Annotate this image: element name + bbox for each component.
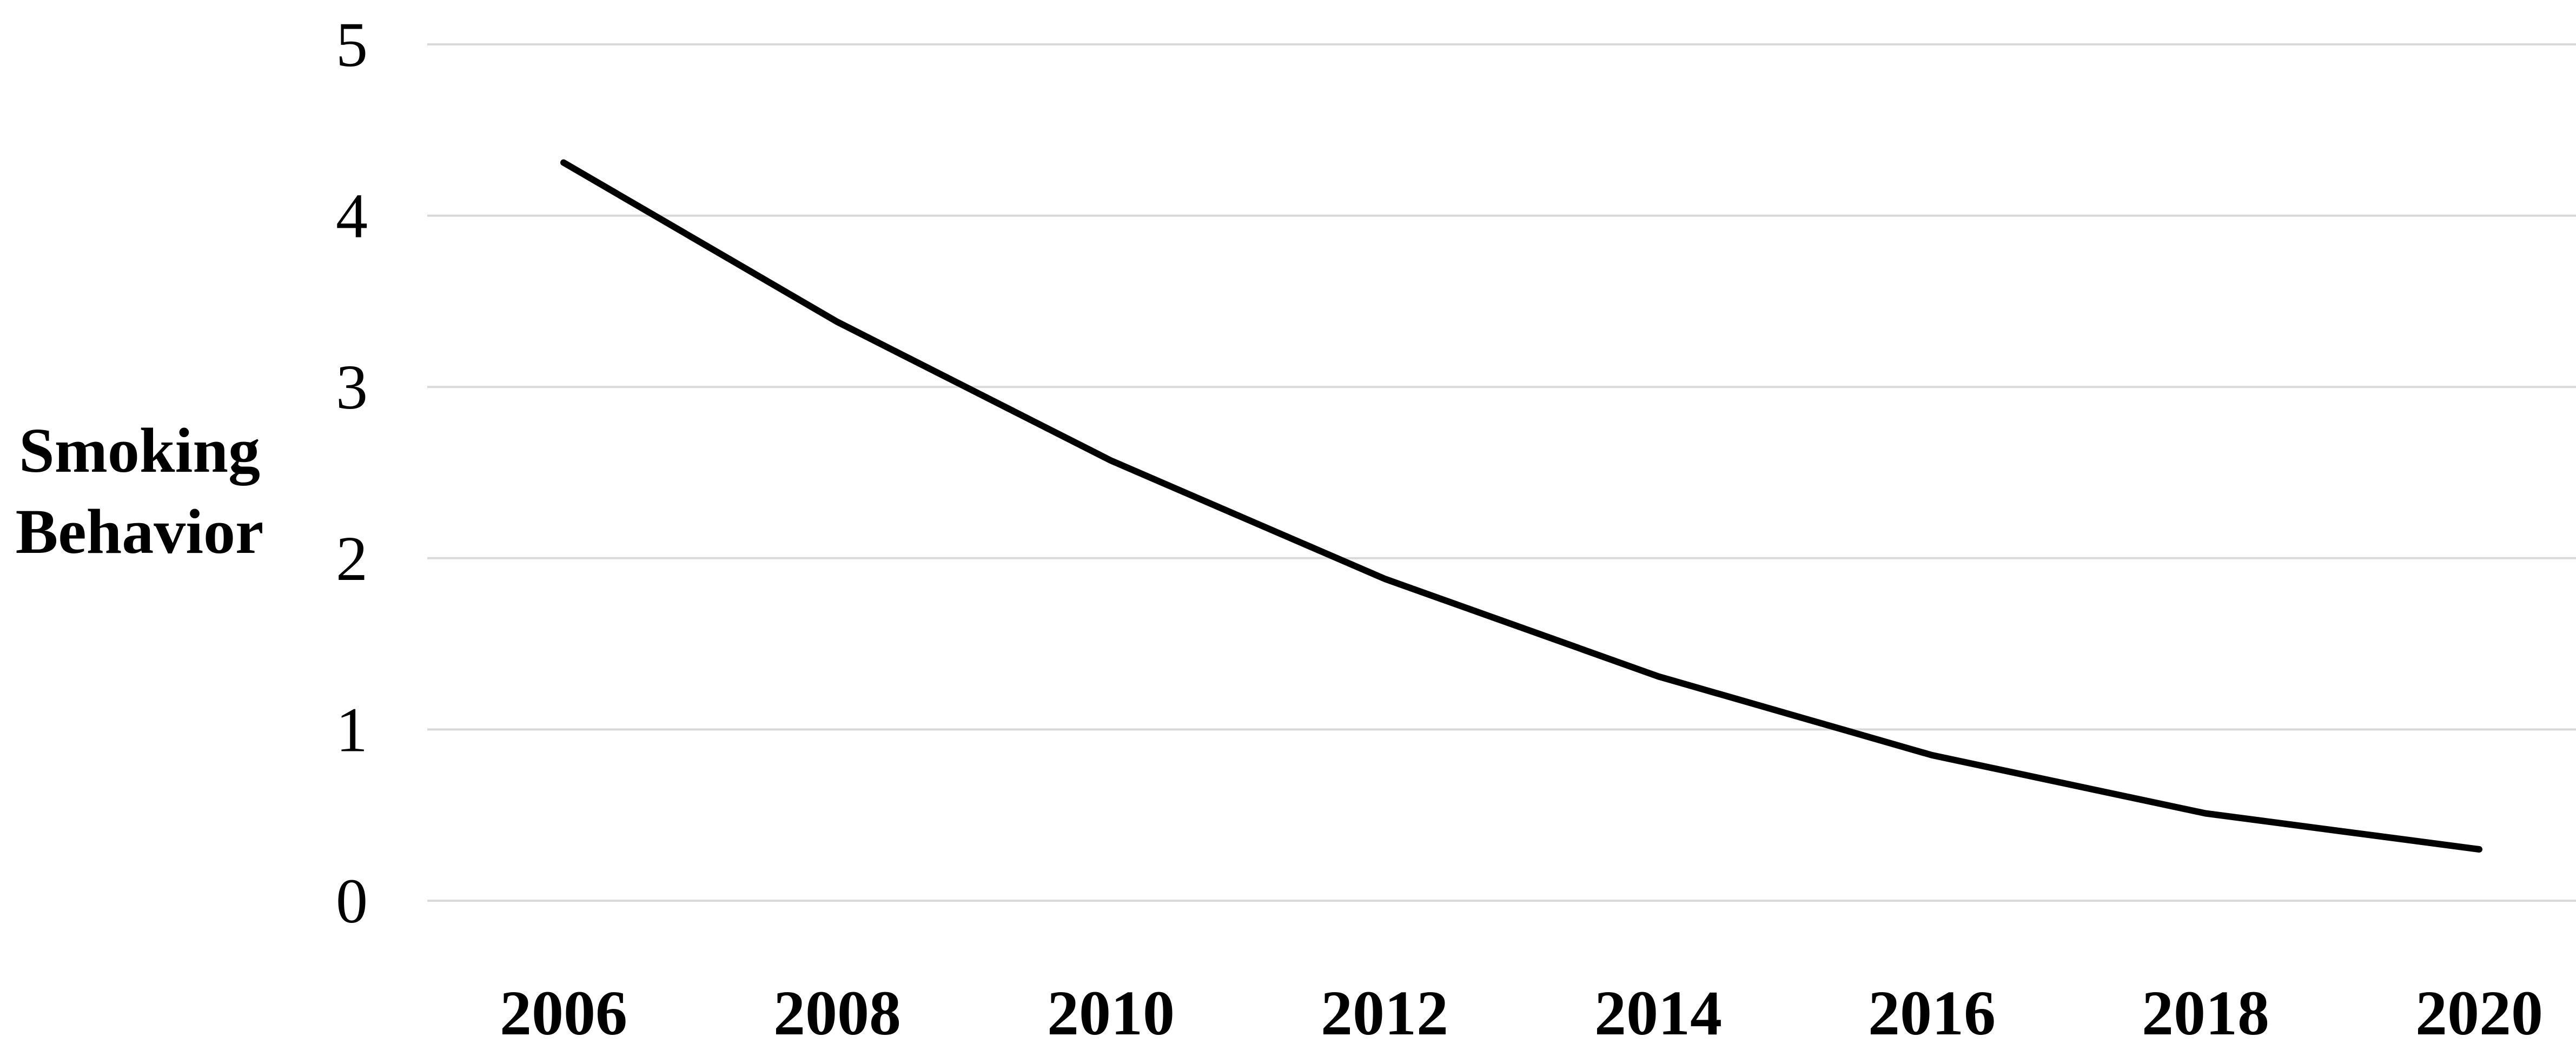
x-tick-label-2014: 2014 bbox=[1594, 978, 1722, 1048]
series-lines bbox=[560, 159, 2482, 853]
x-tick-label-2018: 2018 bbox=[2142, 978, 2269, 1048]
y-tick-label-4: 4 bbox=[336, 181, 368, 252]
y-tick-label-3: 3 bbox=[336, 352, 368, 423]
x-tick-label-2006: 2006 bbox=[500, 978, 627, 1048]
x-tick-label-2010: 2010 bbox=[1047, 978, 1175, 1048]
x-axis-tick-labels: 2006 2008 2010 2012 2014 2016 2018 2020 bbox=[500, 978, 2543, 1048]
x-tick-label-2020: 2020 bbox=[2415, 978, 2543, 1048]
y-tick-label-1: 1 bbox=[336, 694, 368, 765]
y-tick-label-2: 2 bbox=[336, 523, 368, 594]
y-tick-label-0: 0 bbox=[336, 866, 368, 936]
y-axis-tick-labels: 0 1 2 3 4 5 bbox=[336, 9, 368, 936]
series-line-0 bbox=[560, 159, 2482, 853]
y-axis-title-line-2: Behavior bbox=[16, 496, 264, 567]
y-axis-title: Smoking Behavior bbox=[16, 415, 264, 567]
x-tick-label-2008: 2008 bbox=[773, 978, 901, 1048]
y-axis-title-line-1: Smoking bbox=[19, 415, 260, 486]
y-tick-label-5: 5 bbox=[336, 9, 368, 80]
x-tick-label-2012: 2012 bbox=[1321, 978, 1448, 1048]
gridlines bbox=[427, 43, 2576, 902]
x-tick-label-2016: 2016 bbox=[1868, 978, 1996, 1048]
